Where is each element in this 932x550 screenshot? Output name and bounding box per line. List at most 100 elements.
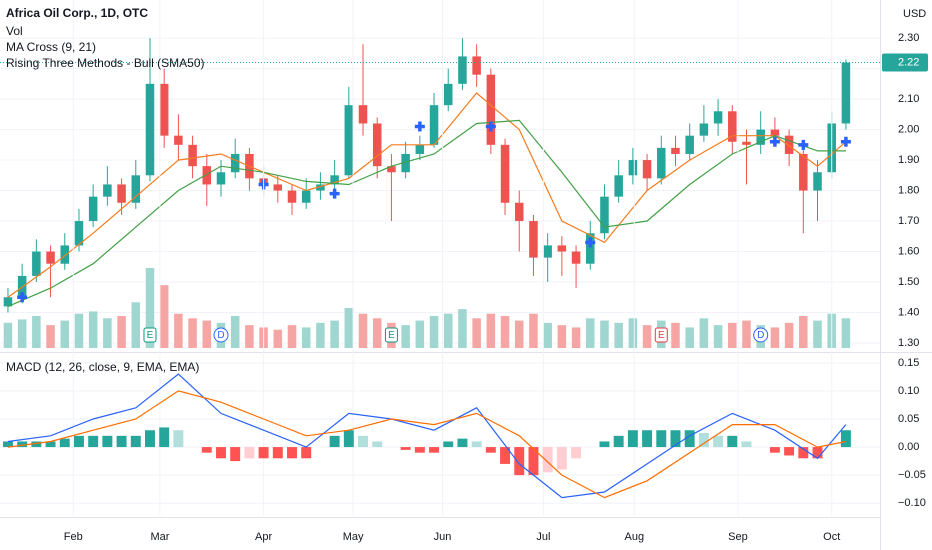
volume-bar (74, 313, 84, 348)
volume-bar (401, 325, 410, 348)
histogram-bar (130, 435, 141, 448)
volume-bar (145, 268, 155, 348)
y-tick-label: 1.50 (898, 276, 919, 288)
histogram-bar (429, 447, 440, 453)
volume-bar (841, 318, 851, 348)
x-tick-label: Aug (625, 531, 645, 543)
histogram-bar (627, 430, 638, 448)
histogram-bar (2, 441, 13, 448)
histogram-bar (684, 430, 695, 448)
volume-bar (557, 325, 567, 348)
candle-body (699, 123, 709, 136)
candle-body (543, 245, 552, 258)
volume-bar (372, 318, 382, 348)
candle-body (74, 221, 84, 246)
volume-bar (784, 322, 794, 348)
candle-body (600, 196, 609, 234)
histogram-bar (471, 441, 482, 448)
volume-bar (287, 325, 297, 348)
volume-bar (330, 320, 339, 348)
histogram-bar (31, 441, 42, 448)
signal-marker (329, 188, 340, 199)
volume-bar (728, 322, 737, 348)
candle-body (514, 202, 524, 222)
candle-body (529, 221, 538, 258)
candle-body (372, 123, 382, 167)
histogram-bar (769, 447, 780, 453)
volume-bar (472, 318, 481, 348)
y-tick-label: 2.10 (898, 93, 919, 105)
histogram-bar (272, 447, 283, 459)
histogram-bar (514, 447, 525, 476)
candle-body (358, 105, 368, 124)
moving-average (7, 92, 847, 298)
volume-bar (344, 308, 354, 348)
candle-body (486, 74, 496, 145)
candle-body (88, 196, 98, 222)
y-tick-label: 1.80 (898, 184, 919, 196)
histogram-bar (670, 430, 681, 448)
signal-marker (414, 121, 425, 132)
histogram-bar (457, 438, 468, 448)
volume-bar (230, 316, 240, 348)
indicator-legend: Rising Three Methods - Bull (SMA50) (6, 56, 205, 70)
volume-bar (529, 313, 538, 348)
event-label: E (658, 330, 665, 341)
candle-body (557, 245, 567, 252)
candle-body (784, 135, 794, 154)
x-tick-label: Apr (255, 531, 272, 543)
histogram-bar (542, 447, 553, 473)
histogram-bar (443, 441, 454, 448)
volume-bar (770, 327, 780, 348)
candle-body (131, 175, 141, 203)
y-tick-label: 0.05 (898, 413, 919, 425)
candle-body (770, 129, 780, 136)
histogram-bar (698, 433, 709, 448)
candle-body (103, 184, 112, 197)
histogram-bar (116, 435, 127, 448)
candle-body (713, 111, 723, 124)
volume-bar (799, 316, 808, 348)
volume-bar (316, 322, 325, 348)
event-badge (384, 327, 398, 343)
histogram-bar (798, 447, 809, 459)
candle-body (813, 172, 822, 191)
histogram-bar (59, 438, 70, 448)
candle-body (614, 175, 623, 197)
candle-body (443, 83, 453, 106)
histogram-bar (88, 435, 99, 448)
volume-bar (415, 320, 425, 348)
candle-body (46, 251, 55, 264)
histogram-bar (414, 447, 425, 453)
candle-body (500, 144, 510, 203)
candle-body (841, 62, 851, 124)
macd-line (7, 390, 847, 499)
y-tick-label: 1.30 (898, 337, 919, 349)
candle-body (60, 245, 70, 264)
candle-body (145, 83, 155, 176)
moving-average (7, 119, 846, 307)
volume-bar (301, 327, 311, 348)
volume-bar (88, 311, 98, 348)
candle-body (401, 153, 410, 173)
chart-title: Africa Oil Corp., 1D, OTC (6, 6, 148, 20)
y-tick-label: 0.15 (898, 357, 919, 369)
signal-marker (798, 139, 809, 150)
histogram-bar (727, 435, 738, 448)
volume-bar (742, 320, 751, 348)
signal-marker (840, 136, 851, 147)
volume-bar (429, 316, 439, 348)
signal-marker (769, 136, 780, 147)
volume-bar (586, 318, 595, 348)
candle-body (202, 166, 212, 185)
volume-bar (159, 285, 169, 348)
candle-body (387, 166, 396, 173)
histogram-bar (485, 447, 496, 453)
volume-bar (642, 325, 652, 348)
histogram-bar (840, 430, 851, 448)
histogram-bar (287, 447, 297, 459)
candle-body (273, 184, 283, 191)
candle-body (330, 175, 339, 185)
